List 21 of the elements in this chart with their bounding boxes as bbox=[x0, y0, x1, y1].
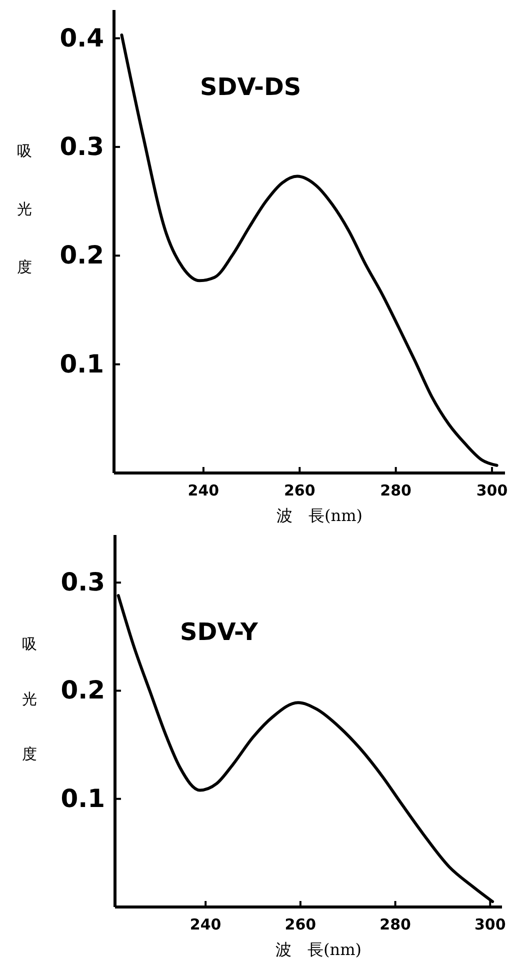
y-tick-label: 0.1 bbox=[60, 349, 104, 378]
y-tick-label: 0.3 bbox=[60, 132, 104, 161]
x-tick-label: 260 bbox=[284, 916, 316, 934]
x-tick-label: 280 bbox=[380, 482, 412, 500]
y-tick-label: 0.3 bbox=[60, 568, 105, 597]
x-tick-label: 240 bbox=[188, 482, 220, 500]
x-tick-label: 280 bbox=[380, 916, 411, 934]
y-tick-label: 0.2 bbox=[60, 676, 105, 705]
annotation: SDV-Y bbox=[180, 618, 258, 646]
y-axis-title: 吸光度 bbox=[21, 625, 39, 787]
y-axis-title: 吸光度 bbox=[16, 132, 34, 303]
y-tick-label: 0.1 bbox=[60, 784, 105, 813]
y-tick-label: 0.4 bbox=[60, 23, 104, 52]
x-axis-title: 波 長(nm) bbox=[276, 506, 362, 525]
x-tick-label: 260 bbox=[284, 482, 316, 500]
x-axis-title: 波 長(nm) bbox=[276, 940, 362, 959]
y-tick-label: 0.2 bbox=[60, 240, 104, 270]
annotation: SDV-DS bbox=[200, 73, 302, 101]
x-tick-label: 300 bbox=[474, 916, 506, 934]
x-tick-label: 240 bbox=[190, 916, 222, 934]
x-tick-label: 300 bbox=[476, 482, 508, 500]
